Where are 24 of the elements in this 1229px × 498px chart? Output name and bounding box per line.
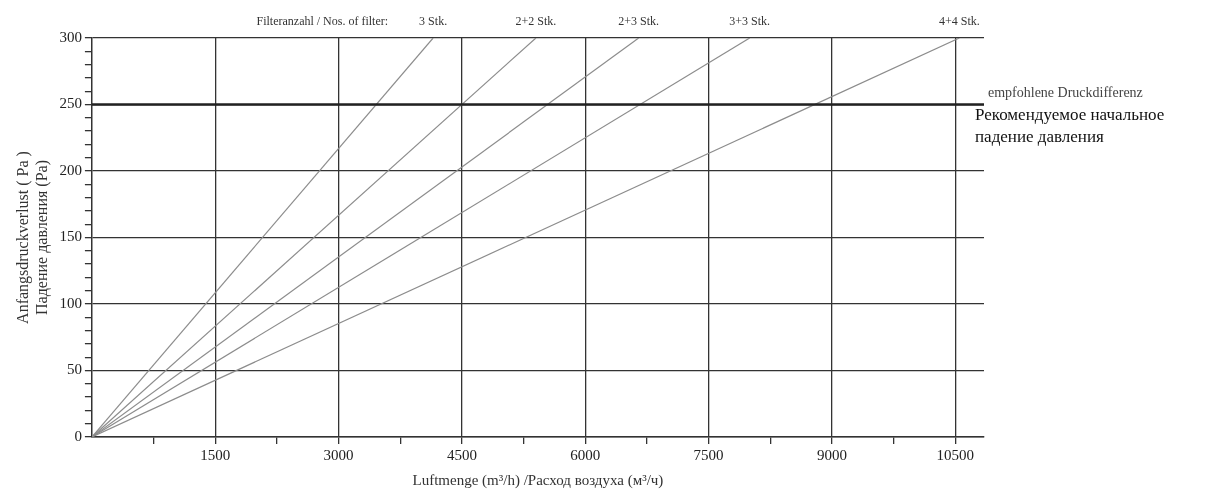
x-axis-title: Luftmenge (m³/h) /Расход воздуха (м³/ч)	[412, 471, 664, 489]
y-tick-label: 150	[59, 228, 82, 245]
y-tick-label: 100	[59, 294, 82, 311]
series-label: 4+4 Stk.	[938, 14, 980, 29]
y-axis-title: Anfangsdruckverlust ( Pa ) Падение давления (Pa)	[13, 151, 51, 324]
series-label: 3 Stk.	[419, 14, 448, 29]
y-tick-label: 300	[59, 28, 82, 45]
x-tick-label: 9000	[816, 446, 847, 463]
chart-title: Filteranzahl / Nos. of filter:	[256, 14, 389, 29]
x-tick-label: 6000	[570, 446, 601, 463]
series-label: 2+2 Stk.	[515, 14, 557, 29]
x-tick-label: 7500	[693, 446, 724, 463]
annotation: Рекомендуемое начальное падение давления	[975, 104, 1166, 148]
x-tick-label: 10500	[936, 446, 974, 463]
y-tick-label: 250	[59, 95, 82, 112]
x-tick-label: 4500	[446, 446, 477, 463]
series-label: 2+3 Stk.	[618, 14, 660, 29]
y-tick-label: 0	[74, 427, 82, 444]
x-tick-label: 3000	[323, 446, 354, 463]
series-label: 3+3 Stk.	[729, 14, 771, 29]
y-tick-label: 50	[66, 361, 82, 378]
x-tick-label: 1500	[200, 446, 231, 463]
y-tick-label: 200	[59, 161, 82, 178]
ref-line-label: empfohlene Druckdifferenz	[988, 85, 1143, 101]
